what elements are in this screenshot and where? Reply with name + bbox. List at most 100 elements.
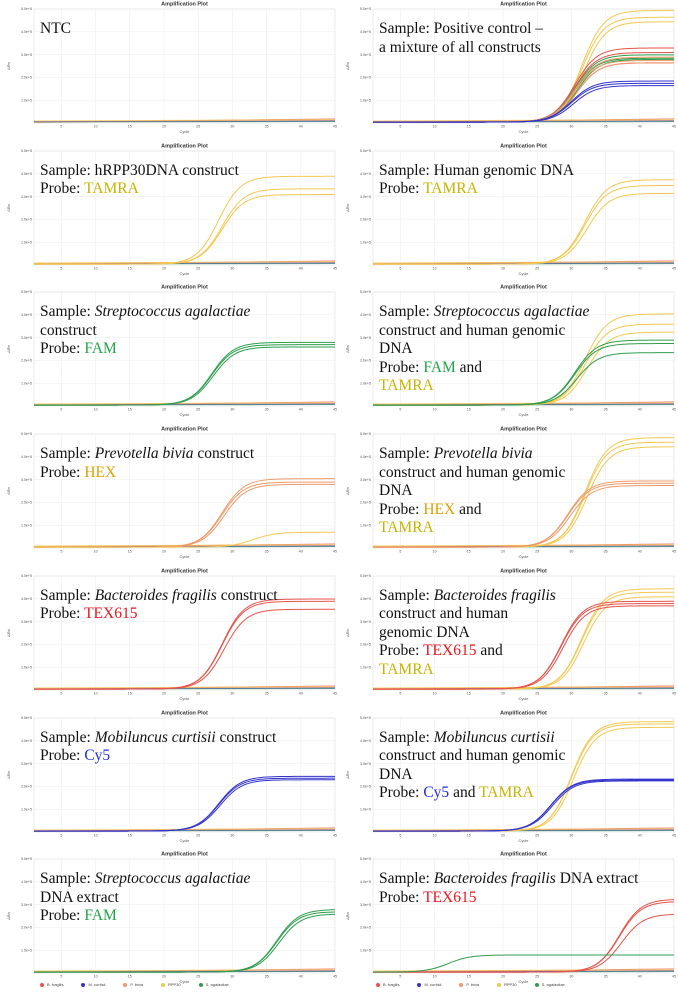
- baseline-trace: [34, 969, 335, 972]
- x-tick-label: 40: [638, 833, 642, 837]
- amplification-plot-2: Amplification Plot 5 10 15 20 25 30 35 40 45 1.0e+…: [339, 0, 678, 142]
- annotation-text: Probe:: [40, 605, 85, 623]
- annotation-line: Probe: TEX615 and: [379, 642, 556, 661]
- plot-svg: Amplification Plot 5 10 15 20 25 30 35 40 45 1.0e+…: [345, 1, 676, 133]
- annotation-text: Probe:: [379, 358, 424, 376]
- amplification-curve: [373, 779, 674, 832]
- annotation-text: Sample: Positive control –: [379, 20, 544, 37]
- x-tick-label: 20: [501, 691, 505, 695]
- x-tick-label: 20: [501, 408, 505, 412]
- annotation-text: and: [455, 358, 483, 376]
- x-tick-label: 40: [299, 691, 303, 695]
- plot-title: Amplification Plot: [500, 710, 547, 716]
- x-tick-label: 15: [128, 408, 132, 412]
- x-tick-label: 40: [638, 266, 642, 270]
- annotation-text: construct: [216, 586, 278, 604]
- y-axis-label: ΔRn: [6, 912, 11, 920]
- plot-frame: [33, 150, 336, 265]
- x-tick-label: 45: [333, 975, 337, 979]
- x-axis-label: Cycle: [180, 271, 191, 276]
- y-tick-label: 3.0e+5: [21, 478, 32, 482]
- x-tick-label: 45: [672, 833, 676, 837]
- x-tick-label: 20: [162, 691, 166, 695]
- annotation-text: Sample:: [40, 870, 95, 888]
- x-tick-label: 40: [299, 975, 303, 979]
- x-tick-label: 10: [94, 124, 98, 128]
- species-name: Bacteroides fragilis: [433, 870, 556, 888]
- annotation-text: DNA: [379, 482, 413, 500]
- annotation-line: Sample: Streptococcus agalactiae: [40, 303, 250, 322]
- annotation-line: construct and human genomic: [379, 747, 565, 766]
- annotation-line: construct and human genomic: [379, 322, 589, 341]
- y-tick-label: 1.0e+5: [21, 523, 32, 527]
- plot-svg: Amplification Plot 5 10 15 20 25 30 35 40 45 1.0e+…: [6, 1, 337, 133]
- y-tick-label: 2.0e+5: [360, 784, 371, 788]
- annotation-text: construct: [193, 445, 255, 463]
- annotation-text: DNA extract: [555, 870, 639, 888]
- plot-svg: Amplification Plot 5 10 15 20 25 30 35 40 45 1.0e+…: [6, 852, 337, 984]
- x-tick-label: 35: [604, 975, 608, 979]
- plot-title: Amplification Plot: [161, 143, 208, 149]
- legend-label: M. curtisii: [88, 982, 106, 987]
- legend-label: P. bivia: [466, 982, 479, 987]
- x-tick-label: 45: [333, 124, 337, 128]
- panel-annotation: Sample: Mobiluncus curtisii construct and…: [379, 729, 565, 803]
- probe-name: TAMRA: [379, 660, 434, 678]
- y-tick-label: 4.0e+5: [360, 738, 371, 742]
- x-tick-label: 10: [94, 408, 98, 412]
- species-name: Streptococcus agalactiae: [94, 303, 251, 321]
- annotation-text: Sample: hRPP30DNA construct: [40, 161, 239, 179]
- x-tick-label: 25: [196, 691, 200, 695]
- y-tick-label: 2.0e+5: [360, 217, 371, 221]
- species-name: Prevotella bivia: [433, 445, 533, 463]
- x-tick-label: 35: [604, 833, 608, 837]
- plot-svg: Amplification Plot 5 10 15 20 25 30 35 40 45 1.0e+…: [6, 285, 337, 417]
- probe-name: TEX615: [423, 642, 477, 660]
- annotation-line: Sample: Bacteroides fragilis: [379, 587, 556, 606]
- x-tick-label: 45: [672, 550, 676, 554]
- y-tick-label: 4.0e+5: [360, 880, 371, 884]
- x-tick-label: 5: [60, 408, 62, 412]
- x-tick-label: 15: [128, 975, 132, 979]
- x-tick-label: 20: [162, 266, 166, 270]
- probe-name: TAMRA: [379, 377, 434, 395]
- annotation-text: DNA extract: [40, 888, 119, 906]
- annotation-line: construct and human genomic: [379, 464, 565, 483]
- x-tick-label: 35: [265, 408, 269, 412]
- annotation-text: Sample:: [40, 728, 95, 746]
- plot-title: Amplification Plot: [161, 568, 208, 574]
- legend-right: B. fragilis M. curtisii P. bivia RPP30 S. ag…: [376, 982, 583, 987]
- amplification-plot-12: Amplification Plot 5 10 15 20 25 30 35 40 45 1.0e+…: [339, 709, 678, 851]
- plot-svg: Amplification Plot 5 10 15 20 25 30 35 40 45 1.0e+…: [345, 285, 676, 417]
- x-tick-label: 15: [128, 550, 132, 554]
- annotation-text: Probe:: [379, 642, 424, 660]
- x-tick-label: 30: [230, 833, 234, 837]
- x-tick-label: 25: [196, 975, 200, 979]
- amplification-curve: [34, 913, 336, 973]
- amplification-plot-5: Amplification Plot 5 10 15 20 25 30 35 40 45 1.0e+…: [0, 283, 339, 425]
- y-tick-label: 1.0e+5: [21, 949, 32, 953]
- y-tick-label: 5.0e+5: [360, 574, 371, 578]
- x-tick-label: 40: [638, 550, 642, 554]
- probe-name: TAMRA: [379, 519, 434, 537]
- y-tick-label: 5.0e+5: [360, 716, 371, 720]
- x-tick-label: 25: [196, 833, 200, 837]
- x-tick-label: 20: [501, 975, 505, 979]
- probe-name: TAMRA: [479, 784, 534, 801]
- y-tick-label: 3.0e+5: [360, 478, 371, 482]
- annotation-text: Sample:: [40, 445, 95, 463]
- y-axis-label: ΔRn: [345, 62, 350, 70]
- y-tick-label: 3.0e+5: [360, 194, 371, 198]
- legend-dot-icon: [459, 982, 464, 987]
- y-axis-label: ΔRn: [6, 62, 11, 70]
- x-tick-label: 35: [604, 691, 608, 695]
- plot-title: Amplification Plot: [161, 852, 208, 858]
- probe-name: HEX: [84, 463, 117, 481]
- legend-label: S. agalactiae: [205, 982, 229, 987]
- y-tick-label: 4.0e+5: [360, 313, 371, 317]
- plot-title: Amplification Plot: [500, 568, 547, 574]
- x-tick-label: 15: [467, 975, 471, 979]
- species-name: Streptococcus agalactiae: [94, 870, 251, 888]
- amplification-curve: [373, 954, 674, 973]
- annotation-line: Sample: Prevotella bivia construct: [40, 445, 254, 464]
